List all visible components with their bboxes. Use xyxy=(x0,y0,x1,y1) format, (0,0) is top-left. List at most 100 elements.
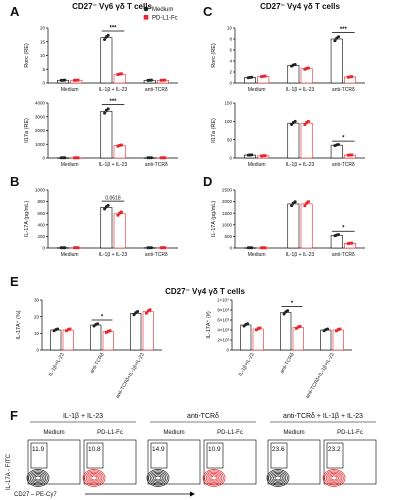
data-point xyxy=(106,329,110,333)
data-point xyxy=(263,154,267,158)
y-tick-label: 200 xyxy=(37,234,45,239)
flow-group-1: IL-1β + IL-23 Medium 11.9 PD-L1-Fc 10.8 xyxy=(26,413,137,487)
data-point xyxy=(255,328,258,332)
flow-xaxis-arrowhead xyxy=(190,491,195,497)
data-point xyxy=(295,327,298,330)
data-point xyxy=(96,322,100,326)
contour-line xyxy=(31,473,45,483)
contour-line xyxy=(268,470,288,486)
y-tick-label: 0 xyxy=(42,156,45,161)
data-point xyxy=(346,242,350,245)
data-point xyxy=(73,78,76,82)
data-point xyxy=(336,328,340,331)
data-point xyxy=(337,233,340,237)
data-point xyxy=(307,200,310,204)
data-point xyxy=(66,328,70,331)
contour-line xyxy=(87,473,101,483)
bar-pdl1 xyxy=(300,68,313,84)
flow-plot-label: PD-L1-Fc xyxy=(217,430,243,436)
x-tick-label: anti-TCRδ xyxy=(145,252,168,258)
contour-line xyxy=(207,473,221,483)
contour-line xyxy=(210,475,218,481)
bar-medium xyxy=(240,324,252,351)
y-tick-label: 2000 xyxy=(222,199,233,204)
data-point xyxy=(63,156,67,160)
data-point xyxy=(116,144,120,148)
bar-pdl1 xyxy=(332,329,344,351)
data-point xyxy=(293,63,297,67)
data-point xyxy=(350,75,354,79)
y-tick-label: 400 xyxy=(37,222,45,227)
data-point xyxy=(293,200,297,204)
y-tick-label: 10 xyxy=(227,26,233,31)
y-tick-label: 10 xyxy=(40,53,46,58)
y-tick-label: 2500 xyxy=(222,188,233,193)
data-point xyxy=(105,331,108,334)
data-point xyxy=(76,246,80,250)
y-tick-label: 100 xyxy=(224,119,232,124)
data-point xyxy=(338,327,342,331)
x-tick-label: IL-1β + IL-23 xyxy=(99,87,128,93)
contour-line xyxy=(154,475,162,481)
x-tick-label: anti-TCRδ xyxy=(145,87,168,93)
flow-gate-percentage: 10.9 xyxy=(208,446,221,453)
bar-medium xyxy=(330,234,343,249)
data-point xyxy=(68,327,72,331)
flow-plot-frame xyxy=(147,439,201,485)
x-tick-label: IL-1β + IL-23 xyxy=(286,87,315,93)
y-tick-label: 3000 xyxy=(35,114,46,119)
bar-pdl1 xyxy=(252,328,264,351)
x-tick-label: anti-TCRδ xyxy=(332,87,355,93)
bar-medium xyxy=(330,144,343,159)
data-point xyxy=(103,37,107,41)
data-point xyxy=(74,156,78,160)
bar-pdl1 xyxy=(292,327,304,351)
contour-line xyxy=(151,473,165,483)
y-tick-label: 30 xyxy=(34,298,40,303)
significance-label: * xyxy=(342,226,345,232)
data-point xyxy=(120,143,123,147)
bar-medium xyxy=(287,122,300,159)
y-tick-label: 8×10³ xyxy=(217,308,229,313)
x-tick-label: anti-TCRδ+IL-1β+IL-23 xyxy=(305,352,336,400)
contour-line xyxy=(89,474,99,482)
data-point xyxy=(161,78,165,82)
x-tick-label: anti-TCRδ xyxy=(332,252,355,258)
flow-group-2: anti-TCRδ Medium 14.9 PD-L1-Fc 10.9 xyxy=(146,413,257,487)
data-point xyxy=(282,312,286,316)
chart-a-top: CD27⁻ Vγ6 γδ T cells 0 5 10 15 20 Rorc (RE) Med… xyxy=(24,2,178,93)
y-tick-label: 0 xyxy=(229,246,232,251)
data-point xyxy=(260,75,263,79)
data-point xyxy=(161,246,165,250)
data-point xyxy=(150,246,153,250)
contour-line xyxy=(34,475,42,481)
panel-label-d: D xyxy=(203,174,212,189)
data-point xyxy=(335,329,338,333)
data-point xyxy=(161,156,165,160)
data-point xyxy=(116,73,120,76)
y-axis-label: IL-17A (pg/mL) xyxy=(211,201,217,238)
legend-marker-medium xyxy=(143,6,149,12)
contour-line xyxy=(146,469,170,487)
data-point xyxy=(163,78,167,82)
data-point xyxy=(293,119,297,123)
y-tick-label: 0 xyxy=(42,246,45,251)
y-tick-label: 0 xyxy=(226,348,229,353)
y-tick-label: 2 xyxy=(229,70,232,75)
data-point xyxy=(73,246,76,250)
data-point xyxy=(150,78,153,82)
y-tick-label: 20 xyxy=(34,314,40,319)
flow-plot-frame xyxy=(203,439,257,485)
x-tick-label: IL-1β+IL-23 xyxy=(238,352,256,378)
data-point xyxy=(303,67,307,71)
bar-medium xyxy=(100,207,113,249)
contour-line xyxy=(90,475,98,481)
data-point xyxy=(250,246,254,250)
data-point xyxy=(350,153,354,157)
legend: Medium PD-L1-Fc xyxy=(143,6,178,22)
x-tick-label: Medium xyxy=(61,252,79,258)
y-axis-label: IL-17A⁺ (#) xyxy=(205,311,212,339)
chart-b: 0 200 400 600 800 1000 IL-17A (pg/mL) Medium IL-… xyxy=(24,188,178,258)
data-point xyxy=(116,213,120,217)
data-point xyxy=(337,143,340,147)
